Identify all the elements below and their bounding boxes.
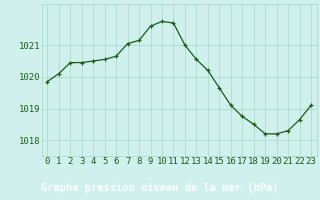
Text: Graphe pression niveau de la mer (hPa): Graphe pression niveau de la mer (hPa): [41, 183, 279, 193]
